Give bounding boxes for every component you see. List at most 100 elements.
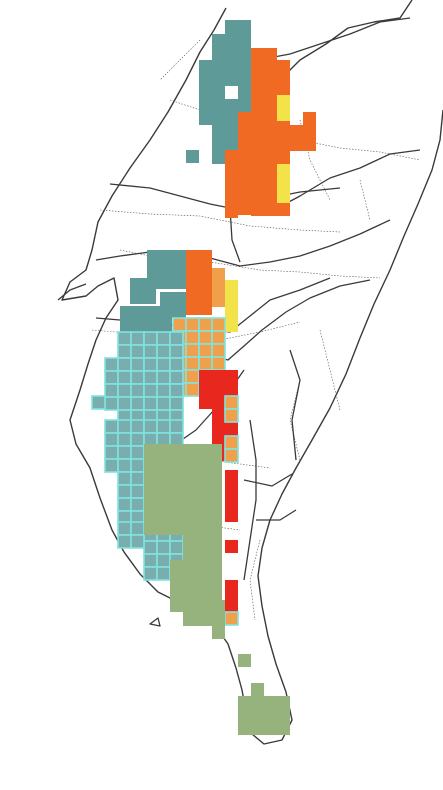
- map-cell-orange: [264, 100, 277, 113]
- map-cell-cyan: [117, 521, 132, 536]
- map-cell-cyan: [143, 540, 158, 555]
- map-cell-orange: [225, 205, 238, 218]
- map-cell-tan: [212, 294, 225, 307]
- map-cell-cyan: [104, 419, 119, 434]
- map-cell-olive: [157, 496, 170, 509]
- map-cell-cyan: [104, 396, 119, 411]
- map-cell-olive: [196, 599, 209, 612]
- map-cell-olive: [209, 457, 222, 470]
- map-cell-cyan: [117, 344, 132, 359]
- map-cell-teal: [212, 47, 225, 60]
- map-cell-olive: [170, 509, 183, 522]
- map-cell-tan: [211, 356, 226, 371]
- map-cell-cyan: [117, 534, 132, 549]
- map-cell-orange: [277, 203, 290, 216]
- map-cell-red: [225, 383, 238, 396]
- map-cell-teal: [238, 20, 251, 33]
- map-cell-tan: [198, 343, 213, 358]
- map-cell-red: [225, 422, 238, 435]
- map-cell-olive: [196, 470, 209, 483]
- map-cell-olive: [170, 457, 183, 470]
- map-cell-orange: [238, 176, 251, 189]
- map-cell-red: [212, 370, 225, 383]
- map-cell-tan: [224, 435, 239, 450]
- map-cell-orange: [303, 138, 316, 151]
- map-cell-orange: [290, 138, 303, 151]
- map-cell-orange: [277, 150, 290, 163]
- map-cell-teal: [212, 99, 225, 112]
- map-cell-teal: [225, 99, 238, 112]
- map-cell-orange: [264, 138, 277, 151]
- map-cell-red: [225, 496, 238, 509]
- map-cell-orange: [264, 176, 277, 189]
- map-cell-tan: [198, 317, 213, 332]
- map-cell-olive: [144, 509, 157, 522]
- map-cell-teal: [133, 306, 146, 319]
- map-cell-olive: [277, 696, 290, 709]
- map-cell-orange: [251, 112, 264, 125]
- map-cell-orange: [264, 86, 277, 99]
- map-cell-cyan: [130, 344, 145, 359]
- map-cell-cyan: [169, 357, 184, 372]
- map-cell-teal: [173, 305, 186, 318]
- map-cell-teal: [238, 47, 251, 60]
- county-line-2: [99, 209, 341, 233]
- map-cell-teal: [225, 73, 238, 86]
- map-cell-tan: [185, 317, 200, 332]
- map-cell-cyan: [117, 445, 132, 460]
- map-cell-olive: [170, 560, 183, 573]
- map-cell-cyan: [169, 383, 184, 398]
- map-cell-tan: [185, 382, 200, 397]
- map-cell-teal: [238, 60, 251, 73]
- map-cell-red: [225, 580, 238, 593]
- map-cell-cyan: [143, 383, 158, 398]
- map-cell-yellow: [277, 177, 290, 190]
- map-cell-cyan: [130, 471, 145, 486]
- map-cell-tan: [172, 317, 187, 332]
- map-cell-olive: [183, 457, 196, 470]
- map-cell-olive: [144, 522, 157, 535]
- map-cell-olive: [196, 457, 209, 470]
- map-cell-orange: [238, 112, 251, 125]
- map-cell-orange: [264, 163, 277, 176]
- map-cell-olive: [144, 496, 157, 509]
- map-cell-olive: [212, 613, 225, 626]
- map-cell-orange: [186, 276, 199, 289]
- map-cell-olive: [183, 444, 196, 457]
- map-cell-cyan: [130, 383, 145, 398]
- map-cell-cyan: [130, 419, 145, 434]
- map-cell-teal: [130, 291, 143, 304]
- map-cell-olive: [157, 509, 170, 522]
- map-cell-teal: [173, 263, 186, 276]
- map-cell-olive: [183, 470, 196, 483]
- map-cell-olive: [170, 496, 183, 509]
- map-cell-cyan: [117, 370, 132, 385]
- map-cell-red: [225, 540, 238, 553]
- map-cell-cyan: [91, 395, 106, 410]
- map-cell-olive: [196, 586, 209, 599]
- map-cell-teal: [238, 73, 251, 86]
- map-cell-orange: [290, 125, 303, 138]
- map-cell-cyan: [130, 521, 145, 536]
- map-cell-cyan: [156, 553, 171, 568]
- map-cell-red: [225, 509, 238, 522]
- map-cell-teal: [199, 112, 212, 125]
- map-cell-teal: [147, 263, 160, 276]
- boundary-i: [289, 349, 301, 461]
- map-cell-olive: [196, 535, 209, 548]
- map-cell-olive: [251, 722, 264, 735]
- map-cell-tan: [212, 268, 225, 281]
- map-cell-cyan: [130, 534, 145, 549]
- map-cell-olive: [170, 470, 183, 483]
- map-cell-cyan: [143, 331, 158, 346]
- map-cell-teal: [143, 278, 156, 291]
- map-cell-olive: [183, 573, 196, 586]
- map-cell-cyan: [156, 383, 171, 398]
- map-cell-olive: [170, 444, 183, 457]
- map-cell-orange: [225, 189, 238, 202]
- county-line-3: [119, 249, 381, 279]
- map-cell-teal: [212, 112, 225, 125]
- map-cell-teal: [199, 73, 212, 86]
- map-cell-cyan: [130, 396, 145, 411]
- boundary-h: [243, 473, 297, 521]
